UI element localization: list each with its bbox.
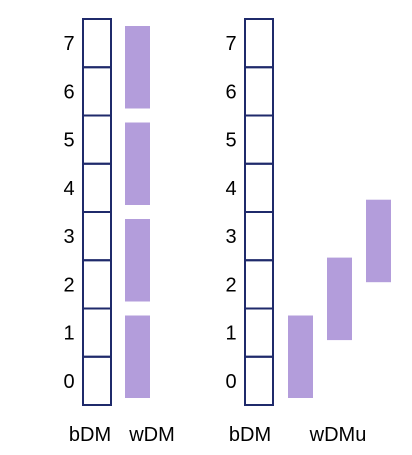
right-cell-6 [244,66,274,117]
left-row-label-3: 3 [63,226,74,248]
right-row-label-1: 1 [225,323,236,345]
left-cell-2 [82,259,112,310]
right-row-label-4: 4 [225,178,236,200]
right-panel: 0 1 2 3 4 5 6 7 [225,18,391,406]
left-row-label-4: 4 [63,178,74,200]
left-row-label-7: 7 [63,33,74,55]
left-bar-caption: wDM [128,424,175,446]
left-bar-2 [125,122,150,205]
left-cell-3 [82,211,112,262]
left-cell-4 [82,162,112,213]
left-bar-1 [125,219,150,302]
right-row-label-6: 6 [225,81,236,103]
left-row-label-0: 0 [63,371,74,393]
right-cell-5 [244,114,274,165]
left-cell-7 [82,18,112,69]
right-bar-caption: wDMu [309,424,367,446]
right-row-label-2: 2 [225,274,236,296]
right-cell-3 [244,211,274,262]
right-cell-2 [244,259,274,310]
right-bar-0 [288,315,313,398]
left-row-label-1: 1 [63,323,74,345]
left-cell-6 [82,66,112,117]
left-row-label-6: 6 [63,81,74,103]
right-row-label-3: 3 [225,226,236,248]
right-bar-2 [366,199,391,283]
left-cell-1 [82,307,112,358]
left-cell-0 [82,355,112,406]
left-column-caption: bDM [69,424,111,446]
left-panel: 0 1 2 3 4 5 6 7 [63,18,150,406]
left-bar-3 [125,26,150,109]
right-row-label-0: 0 [225,371,236,393]
right-cell-1 [244,307,274,358]
left-row-label-5: 5 [63,130,74,152]
left-cell-5 [82,114,112,165]
right-column-caption: bDM [229,424,271,446]
left-row-label-2: 2 [63,274,74,296]
right-cell-7 [244,18,274,69]
right-row-label-7: 7 [225,33,236,55]
right-cell-4 [244,162,274,213]
right-bar-1 [327,257,352,341]
right-cell-0 [244,355,274,406]
right-row-label-5: 5 [225,130,236,152]
left-bar-0 [125,315,150,398]
